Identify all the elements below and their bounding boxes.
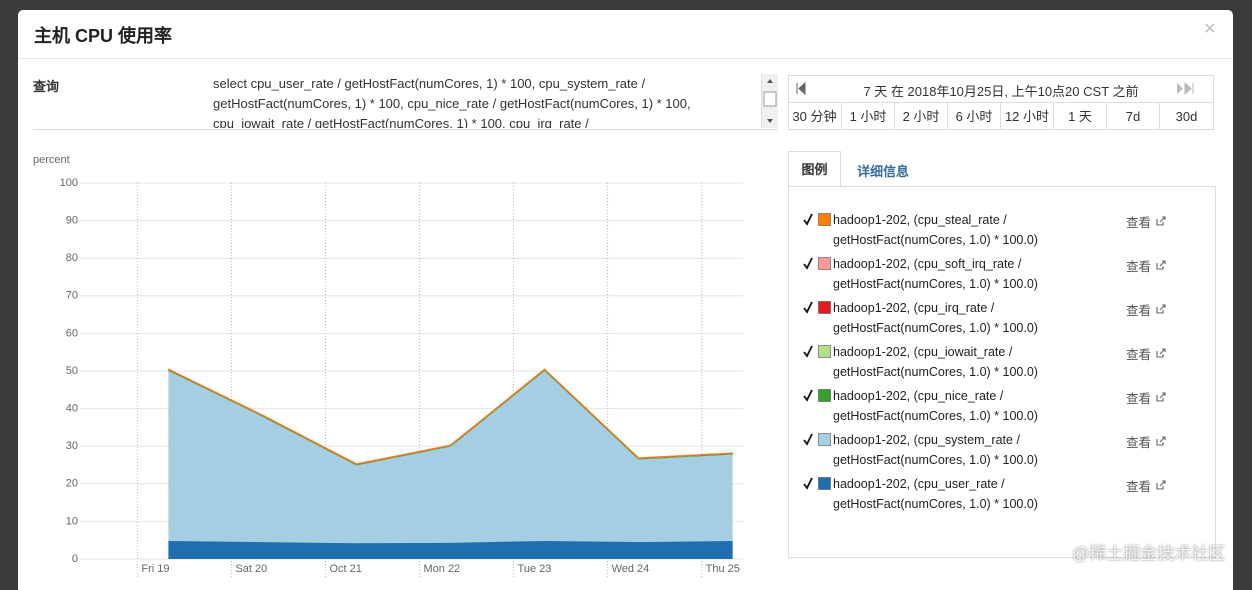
chart: percent 0 10 20 30 40 50 60 70 80 90 100 Fri 19 Sat … bbox=[33, 154, 743, 577]
legend-label: hadoop1-202, (cpu_system_rate / getHostF… bbox=[833, 433, 1038, 467]
legend-toggle[interactable] bbox=[802, 212, 832, 228]
legend-link[interactable]: 查看 bbox=[1126, 260, 1152, 274]
external-icon[interactable] bbox=[1156, 348, 1166, 358]
legend-link[interactable]: 查看 bbox=[1126, 216, 1152, 230]
external-icon[interactable] bbox=[1156, 392, 1166, 402]
modal-title: 主机 CPU 使用率 bbox=[34, 26, 173, 46]
external-icon[interactable] bbox=[1156, 480, 1166, 490]
x-tick-label: Mon 22 bbox=[423, 563, 460, 575]
time-nav-icons[interactable] bbox=[788, 75, 1214, 102]
check-mark bbox=[803, 213, 813, 226]
external-icon[interactable] bbox=[1156, 436, 1166, 446]
check-mark bbox=[803, 345, 813, 358]
query-box[interactable]: select cpu_user_rate / getHostFact(numCo… bbox=[205, 73, 775, 128]
query-label: 查询 bbox=[33, 79, 60, 94]
y-tick-label: 10 bbox=[66, 515, 78, 527]
legend-swatch bbox=[818, 477, 831, 490]
y-tick-label: 90 bbox=[66, 215, 78, 227]
legend-swatch bbox=[818, 213, 831, 226]
check-mark bbox=[803, 433, 813, 446]
tab[interactable]: 图例 bbox=[788, 151, 841, 187]
check-mark bbox=[803, 477, 813, 490]
legend-link[interactable]: 查看 bbox=[1126, 304, 1152, 318]
legend-toggle[interactable] bbox=[802, 300, 832, 316]
y-tick-label: 20 bbox=[66, 478, 78, 490]
query-line: getHostFact(numCores, 1) * 100, cpu_nice… bbox=[213, 96, 691, 111]
y-tick-label: 70 bbox=[66, 290, 78, 302]
divider bbox=[33, 129, 778, 130]
legend-label: hadoop1-202, (cpu_user_rate / getHostFac… bbox=[833, 477, 1038, 511]
time-range-label: 7 天 在 2018年10月25日, 上午10点20 CST 之前 bbox=[863, 84, 1139, 99]
watermark: @稀土掘金技术社区 bbox=[1072, 544, 1226, 563]
area-fill bbox=[168, 540, 733, 559]
legend-label: hadoop1-202, (cpu_steal_rate / getHostFa… bbox=[833, 213, 1038, 247]
y-tick-label: 0 bbox=[72, 553, 78, 565]
legend-toggle[interactable] bbox=[802, 256, 832, 272]
legend-label: hadoop1-202, (cpu_iowait_rate / getHostF… bbox=[833, 345, 1038, 379]
divider bbox=[18, 58, 1233, 59]
external-icon[interactable] bbox=[1156, 216, 1166, 226]
time-option[interactable]: 12 小时 bbox=[1000, 102, 1053, 129]
scroll-arrows bbox=[763, 79, 777, 123]
query-line: select cpu_user_rate / getHostFact(numCo… bbox=[213, 76, 646, 91]
legend-toggle[interactable] bbox=[802, 344, 832, 360]
legend-label: hadoop1-202, (cpu_nice_rate / getHostFac… bbox=[833, 389, 1038, 423]
legend-label: hadoop1-202, (cpu_soft_irq_rate / getHos… bbox=[833, 257, 1038, 291]
y-axis-label: percent bbox=[33, 154, 70, 166]
check-mark bbox=[803, 389, 813, 402]
legend-link[interactable]: 查看 bbox=[1126, 436, 1152, 450]
time-option[interactable]: 6 小时 bbox=[947, 102, 1000, 129]
area-fill bbox=[168, 370, 733, 544]
y-tick-label: 80 bbox=[66, 252, 78, 264]
y-tick-label: 60 bbox=[66, 327, 78, 339]
y-tick-label: 100 bbox=[60, 177, 78, 189]
legend-link[interactable]: 查看 bbox=[1126, 348, 1152, 362]
legend-swatch bbox=[818, 257, 831, 270]
check-mark bbox=[803, 257, 813, 270]
x-tick-label: Oct 21 bbox=[329, 563, 361, 575]
y-tick-label: 30 bbox=[66, 440, 78, 452]
legend-toggle[interactable] bbox=[802, 432, 832, 448]
time-option[interactable]: 1 天 bbox=[1053, 102, 1106, 129]
time-option[interactable]: 7d bbox=[1106, 102, 1159, 129]
time-option[interactable]: 30 分钟 bbox=[788, 102, 841, 129]
check-mark bbox=[803, 301, 813, 314]
time-option[interactable]: 1 小时 bbox=[841, 102, 894, 129]
close-button[interactable]: × bbox=[1204, 18, 1216, 40]
y-tick-label: 50 bbox=[66, 365, 78, 377]
legend-link[interactable]: 查看 bbox=[1126, 480, 1152, 494]
legend-swatch bbox=[818, 301, 831, 314]
legend-panel bbox=[788, 186, 1216, 558]
scrollbar[interactable] bbox=[761, 74, 778, 128]
x-tick-label: Fri 19 bbox=[141, 563, 169, 575]
tab[interactable]: 详细信息 bbox=[857, 164, 910, 179]
legend-toggle[interactable] bbox=[802, 388, 832, 404]
x-tick-label: Wed 24 bbox=[612, 563, 650, 575]
x-tick-label: Tue 23 bbox=[518, 563, 552, 575]
legend-swatch bbox=[818, 433, 831, 446]
area-line bbox=[168, 368, 733, 465]
legend-label: hadoop1-202, (cpu_irq_rate / getHostFact… bbox=[833, 301, 1038, 335]
page: 主机 CPU 使用率 × 查询 select cpu_user_rate / g… bbox=[18, 10, 1233, 590]
y-tick-label: 40 bbox=[66, 403, 78, 415]
legend-toggle[interactable] bbox=[802, 476, 832, 492]
x-tick-label: Sat 20 bbox=[235, 563, 267, 575]
time-option[interactable]: 2 小时 bbox=[894, 102, 947, 129]
x-tick-label: Thu 25 bbox=[706, 563, 740, 575]
external-icon[interactable] bbox=[1156, 260, 1166, 270]
external-icon[interactable] bbox=[1156, 304, 1166, 314]
legend-swatch bbox=[818, 345, 831, 358]
legend-link[interactable]: 查看 bbox=[1126, 392, 1152, 406]
legend-swatch bbox=[818, 389, 831, 402]
time-option[interactable]: 30d bbox=[1159, 102, 1213, 129]
query-line: cpu_iowait_rate / getHostFact(numCores, … bbox=[213, 116, 589, 128]
